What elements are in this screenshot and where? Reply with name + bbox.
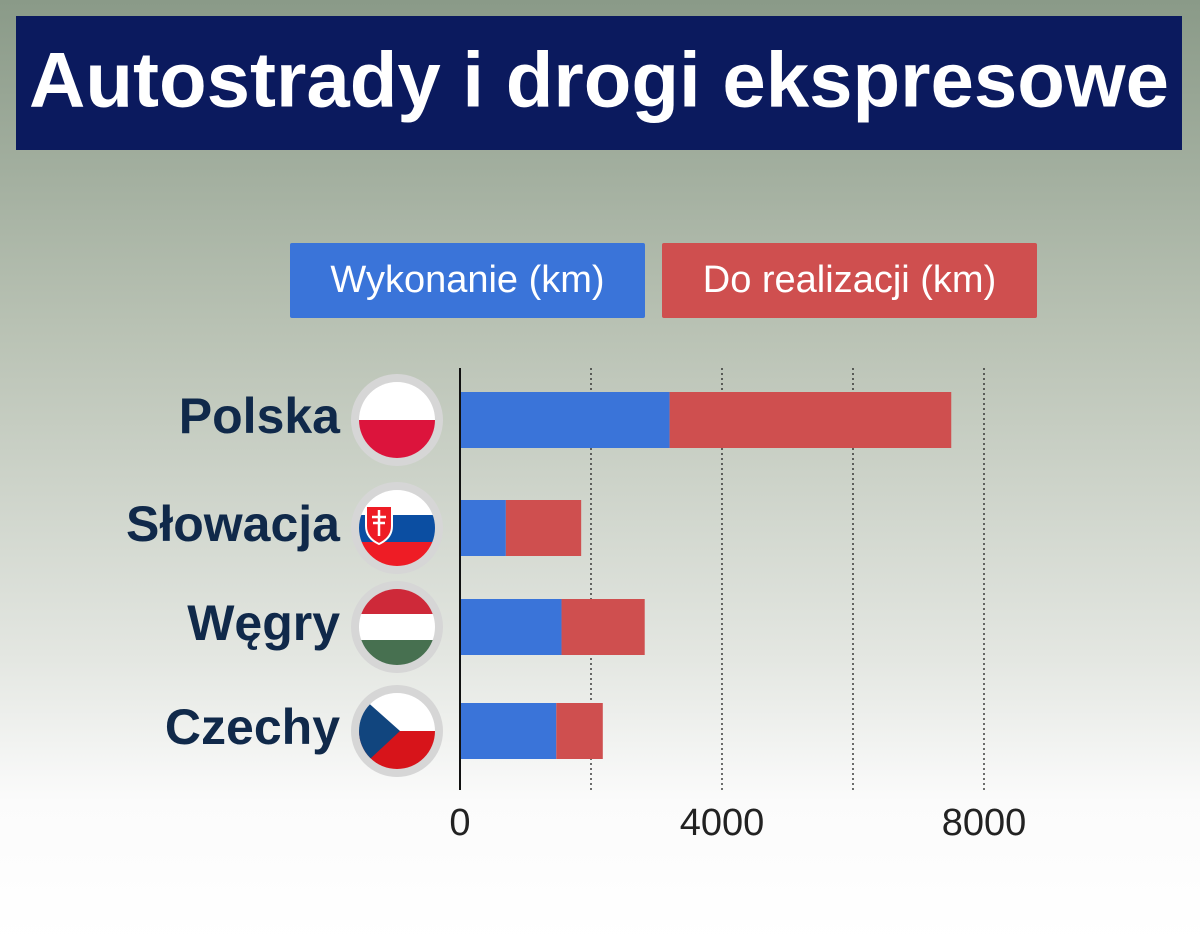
bar bbox=[505, 500, 582, 556]
category-label: Węgry bbox=[187, 595, 340, 651]
chart-title: Autostrady i drogi ekspresowe bbox=[29, 36, 1169, 124]
bar bbox=[460, 500, 506, 556]
bar bbox=[669, 392, 952, 448]
bar bbox=[460, 392, 670, 448]
flags bbox=[351, 374, 443, 777]
x-tick-label: 4000 bbox=[680, 802, 765, 844]
legend-swatch bbox=[662, 243, 1037, 318]
category-label: Słowacja bbox=[126, 496, 341, 552]
bar bbox=[460, 599, 562, 655]
bar bbox=[460, 703, 557, 759]
legend-swatch bbox=[290, 243, 645, 318]
category-label: Czechy bbox=[165, 699, 340, 755]
category-label: Polska bbox=[179, 388, 341, 444]
x-tick-label: 0 bbox=[449, 802, 470, 844]
title-box bbox=[16, 16, 1182, 150]
legend-label: Wykonanie (km) bbox=[330, 259, 604, 301]
bar bbox=[561, 599, 645, 655]
bar bbox=[556, 703, 603, 759]
legend-label: Do realizacji (km) bbox=[703, 259, 996, 301]
x-tick-label: 8000 bbox=[942, 802, 1027, 844]
